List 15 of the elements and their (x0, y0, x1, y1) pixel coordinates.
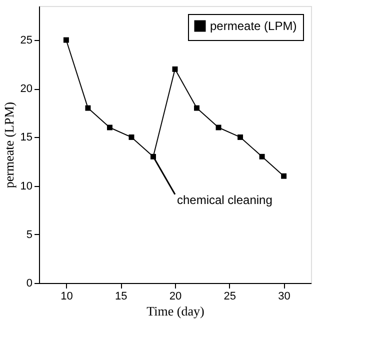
y-tick-label: 5 (26, 228, 32, 241)
x-tick-label: 15 (114, 290, 128, 302)
y-tick-label: 10 (20, 180, 32, 192)
legend-label: permeate (LPM) (210, 19, 297, 33)
x-tick-label: 25 (224, 290, 236, 302)
y-tick-label: 25 (20, 34, 32, 47)
annotation: chemical cleaning (177, 192, 272, 207)
x-tick-label: 30 (278, 290, 290, 302)
y-axis-title: permeate (LPM) (1, 102, 16, 188)
x-tick-label: 20 (169, 290, 182, 302)
x-tick-label: 10 (60, 290, 73, 302)
y-tick-label: 20 (20, 83, 32, 96)
y-tick-label: 15 (20, 132, 32, 144)
x-axis-title: Time (day) (146, 304, 204, 318)
y-tick-label: 0 (26, 278, 32, 290)
